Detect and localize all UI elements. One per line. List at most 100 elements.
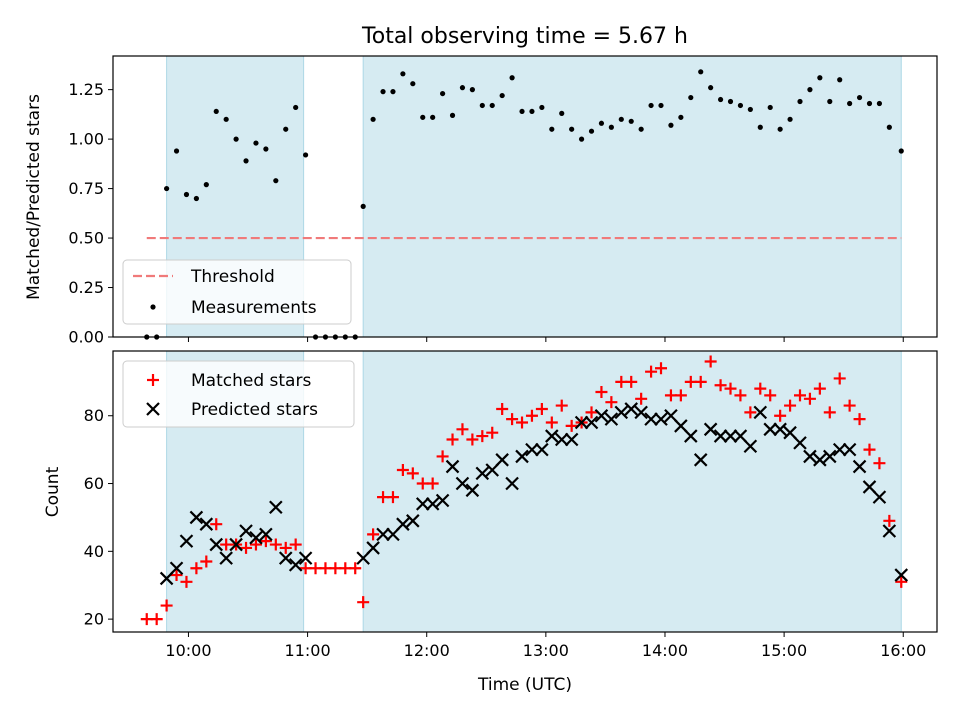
measurement-point xyxy=(440,90,446,97)
measurement-point xyxy=(459,85,466,91)
measurement-point xyxy=(658,102,664,109)
measurement-point xyxy=(410,81,416,87)
predicted-star-point xyxy=(475,466,490,481)
predicted-star-point xyxy=(723,429,738,443)
matched-star-point xyxy=(793,389,806,402)
x-axis-label: Time (UTC) xyxy=(477,675,572,695)
x-tick-label: 15:00 xyxy=(761,641,807,660)
measurement-point xyxy=(253,140,259,146)
predicted-star-point xyxy=(674,419,688,433)
measurement-point xyxy=(827,98,833,105)
y-tick-label: 1.00 xyxy=(68,130,104,149)
matched-star-point xyxy=(883,514,896,527)
matched-star-point xyxy=(349,562,362,575)
predicted-star-point xyxy=(406,514,420,528)
legend-predicted-label: Predicted stars xyxy=(191,400,318,420)
predicted-star-point xyxy=(386,527,400,542)
measurement-point xyxy=(519,108,525,115)
y-tick-label: 0.00 xyxy=(68,328,104,347)
measurement-point xyxy=(283,126,289,132)
matched-star-point xyxy=(170,569,183,582)
matched-star-point xyxy=(774,409,787,422)
measurement-point xyxy=(708,85,714,91)
measurement-point xyxy=(529,108,535,115)
top-y-ticks: 0.00 0.25 0.50 0.75 1.00 1.25 xyxy=(68,80,113,347)
matched-star-point xyxy=(426,477,439,490)
measurement-point xyxy=(777,126,783,132)
y-tick-label: 20 xyxy=(84,610,104,629)
measurement-point xyxy=(797,98,803,105)
matched-star-point xyxy=(357,596,370,609)
predicted-star-point xyxy=(249,530,263,545)
matched-star-point xyxy=(535,402,548,415)
measurement-point xyxy=(173,148,180,154)
legend-predicted-swatch xyxy=(146,402,160,416)
measurement-point xyxy=(400,71,406,77)
matched-star-point xyxy=(694,375,707,388)
measurement-point xyxy=(499,92,505,99)
matched-star-point xyxy=(565,419,578,432)
predicted-star-point xyxy=(535,442,549,457)
measurement-point xyxy=(807,87,813,93)
measurement-point xyxy=(717,96,724,103)
predicted-star-point xyxy=(594,408,609,423)
matched-star-point xyxy=(436,450,449,463)
matched-star-point xyxy=(279,541,292,554)
measurement-point xyxy=(628,118,634,124)
matched-star-point xyxy=(655,362,668,375)
predicted-star-point xyxy=(288,558,303,572)
predicted-star-point xyxy=(376,527,390,542)
predicted-star-point xyxy=(485,463,500,477)
measurement-point xyxy=(569,126,575,132)
predicted-star-point xyxy=(684,429,698,443)
predicted-star-point xyxy=(495,453,509,467)
measurement-point xyxy=(757,124,763,130)
matched-star-point xyxy=(210,518,223,531)
matched-star-point xyxy=(863,443,876,456)
predicted-star-point xyxy=(703,422,718,437)
matched-star-point xyxy=(873,457,886,470)
matched-star-point xyxy=(466,433,479,446)
predicted-star-point xyxy=(634,405,648,420)
matched-star-point xyxy=(180,575,193,588)
matched-star-point xyxy=(476,430,489,443)
matched-star-point xyxy=(625,375,638,388)
measurement-point xyxy=(767,104,773,111)
matched-star-point xyxy=(823,406,836,419)
predicted-star-point xyxy=(505,476,519,491)
matched-star-point xyxy=(674,389,687,402)
y-tick-label: 1.25 xyxy=(68,80,104,99)
measurement-point xyxy=(837,77,843,83)
matched-star-point xyxy=(595,386,608,399)
matched-star-point xyxy=(396,463,409,476)
measurement-point xyxy=(638,126,644,132)
matched-star-point xyxy=(367,528,380,541)
predicted-star-point xyxy=(219,551,233,565)
matched-star-point xyxy=(200,555,213,568)
y-tick-label: 0.25 xyxy=(68,278,104,297)
predicted-star-point xyxy=(783,425,797,440)
measurement-point xyxy=(479,102,485,109)
predicted-star-point xyxy=(199,517,214,531)
predicted-star-point xyxy=(872,490,887,504)
top-y-axis-label: Matched/Predicted stars xyxy=(24,94,44,300)
predicted-star-point xyxy=(823,449,837,464)
predicted-star-point xyxy=(159,571,174,586)
matched-star-point xyxy=(249,538,262,551)
predicted-star-point xyxy=(644,412,658,426)
predicted-star-point xyxy=(366,541,380,555)
matched-star-point xyxy=(516,416,529,429)
predicted-star-point xyxy=(733,429,748,443)
predicted-star-point xyxy=(435,493,450,508)
measurement-point xyxy=(183,191,190,198)
measurement-point xyxy=(866,100,873,107)
predicted-star-point xyxy=(832,442,847,457)
top-observing-windows xyxy=(166,56,902,337)
matched-star-point xyxy=(506,413,519,426)
matched-star-point xyxy=(754,382,767,395)
measurement-point xyxy=(608,124,614,130)
measurement-point xyxy=(430,114,436,120)
matched-star-point xyxy=(406,467,419,480)
measurement-point xyxy=(489,102,495,109)
predicted-star-point xyxy=(298,551,313,565)
